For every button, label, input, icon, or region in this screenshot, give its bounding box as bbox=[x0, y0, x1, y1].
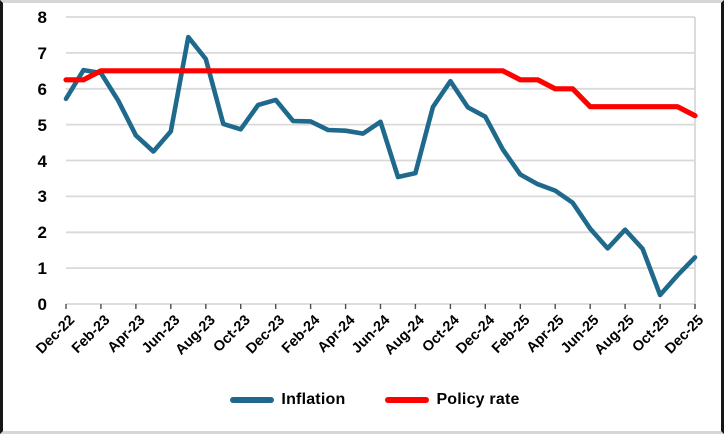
chart-canvas bbox=[63, 16, 698, 309]
y-axis-label: 6 bbox=[37, 79, 47, 99]
legend: Inflation Policy rate bbox=[13, 391, 721, 409]
legend-item-inflation: Inflation bbox=[230, 391, 345, 409]
y-axis-label: 5 bbox=[37, 115, 47, 135]
y-axis-label: 0 bbox=[37, 295, 47, 314]
inflation-line-swatch-icon bbox=[230, 397, 275, 403]
y-axis-label: 2 bbox=[37, 223, 47, 243]
y-axis-label: 4 bbox=[37, 151, 47, 171]
policy-rate-line-swatch-icon bbox=[385, 397, 430, 403]
legend-label-inflation: Inflation bbox=[281, 391, 346, 408]
policy-rate-line bbox=[63, 68, 698, 119]
y-axis-label: 7 bbox=[37, 43, 47, 63]
y-axis-label: 8 bbox=[37, 8, 47, 27]
y-axis-label: 1 bbox=[37, 259, 47, 279]
y-axis-label: 3 bbox=[37, 187, 47, 207]
inflation-line bbox=[63, 34, 698, 298]
legend-item-policy-rate: Policy rate bbox=[385, 391, 519, 409]
legend-label-policy-rate: Policy rate bbox=[436, 391, 520, 408]
